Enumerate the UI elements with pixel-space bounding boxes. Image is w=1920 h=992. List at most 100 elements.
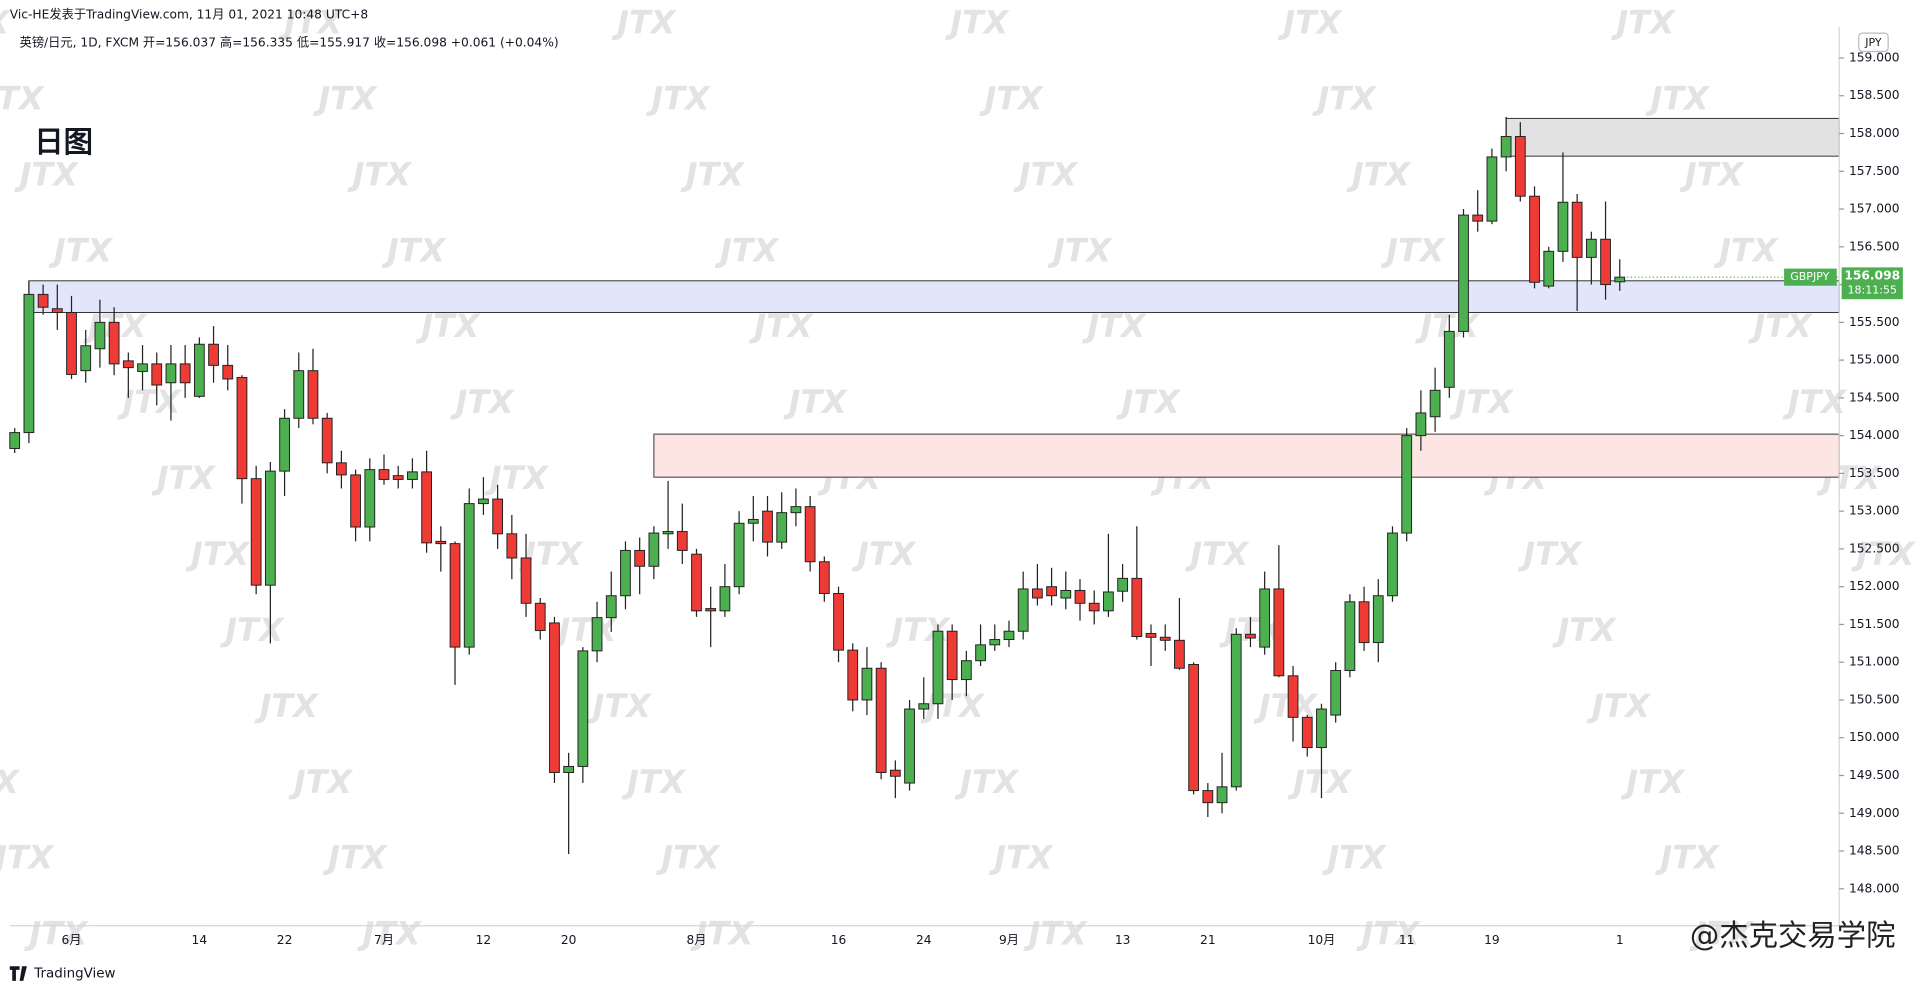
candle-body: [1060, 589, 1072, 599]
watermark: JTX: [347, 155, 413, 193]
candle-body: [847, 649, 859, 701]
candle-body: [378, 469, 390, 480]
candle-body: [137, 363, 148, 372]
x-tick-label: 9月: [999, 933, 1019, 947]
watermark: JTX: [23, 915, 89, 953]
candle-body: [818, 561, 830, 594]
watermark: JTX: [1782, 383, 1848, 421]
candle-body: [449, 543, 461, 648]
candle-body: [1032, 588, 1043, 599]
y-tick-label: 155.500: [1849, 315, 1900, 329]
candle-body: [1344, 601, 1356, 672]
watermark: JTX: [0, 763, 20, 801]
signature: @杰克交易学院: [1690, 918, 1896, 952]
candle-body: [250, 478, 262, 586]
candle-body: [407, 471, 418, 480]
candle-body: [1202, 790, 1214, 804]
candle-body: [776, 512, 788, 543]
zones: [28, 117, 1840, 478]
candle-body: [1557, 201, 1569, 252]
watermark: JTX: [288, 763, 354, 801]
watermark: JTX: [1184, 535, 1250, 573]
watermark: JTX: [254, 687, 320, 725]
watermark: JTX: [587, 687, 653, 725]
candle-body: [1074, 589, 1086, 604]
candle-body: [960, 660, 972, 681]
watermark: JTX: [1356, 915, 1422, 953]
candle-body: [165, 363, 177, 384]
x-tick-label: 1: [1616, 933, 1624, 947]
x-tick-label: 11: [1399, 933, 1415, 947]
candle-body: [747, 518, 759, 524]
candle-body: [620, 549, 631, 597]
x-tick-label: 13: [1115, 933, 1131, 947]
watermark: JTX: [1586, 687, 1652, 725]
watermark: JTX: [151, 459, 217, 497]
watermark: JTX: [690, 915, 756, 953]
y-tick-label: 159.000: [1849, 50, 1900, 64]
candle-body: [719, 586, 731, 612]
symbol-line: 英镑/日元, 1D, FXCM 开=156.037 高=156.335 低=15…: [20, 34, 559, 49]
candle-body: [1287, 675, 1299, 718]
candle-body: [1245, 633, 1256, 639]
countdown: 18:11:55: [1848, 284, 1897, 297]
y-tick-label: 149.000: [1849, 806, 1900, 820]
watermark: JTX: [48, 231, 114, 269]
candle-body: [264, 470, 276, 586]
watermark: JTX: [278, 4, 344, 42]
candle-body: [1131, 577, 1143, 638]
watermark: JTX: [611, 4, 677, 42]
watermark: JTX: [1081, 307, 1147, 345]
candle-body: [421, 471, 432, 544]
watermark: JTX: [14, 155, 80, 193]
watermark: JTX: [0, 839, 55, 877]
candle-body: [1145, 633, 1157, 638]
y-tick-label: 152.000: [1849, 579, 1900, 593]
candle-body: [634, 549, 646, 567]
candle-body: [861, 667, 873, 701]
price-tag-label: 156.098: [1844, 268, 1900, 282]
candle-body: [23, 293, 35, 434]
watermark: JTX: [1380, 231, 1446, 269]
watermark: JTX: [484, 459, 550, 497]
currency: JPY: [1864, 36, 1882, 49]
watermark: JTX: [944, 4, 1010, 42]
y-tick-label: 148.000: [1849, 881, 1900, 895]
candle-body: [122, 360, 134, 369]
watermark: JTX: [655, 839, 721, 877]
y-tick-label: 155.000: [1849, 353, 1900, 367]
watermark: JTX: [1654, 839, 1720, 877]
x-tick-label: 6月: [61, 933, 81, 947]
watermark: JTX: [312, 79, 378, 117]
x-tick-label: 20: [561, 933, 577, 947]
y-tick-label: 153.000: [1849, 504, 1900, 518]
candle-body: [804, 506, 816, 563]
candle-body: [435, 540, 447, 545]
candle-body: [889, 769, 901, 777]
watermark: JTX: [0, 79, 45, 117]
x-tick-label: 19: [1484, 933, 1500, 947]
plot: [9, 116, 1626, 855]
watermark: JTX: [1321, 839, 1387, 877]
candle-body: [179, 363, 191, 384]
chart-title: 日图: [34, 125, 93, 159]
y-tick-label: 157.500: [1849, 164, 1900, 178]
symbol-tag: [1784, 268, 1837, 286]
candle-body: [691, 553, 702, 612]
watermark: JTX: [1218, 611, 1284, 649]
header: Vic-HE发表于TradingView.com, 11月 01, 2021 1…: [10, 6, 368, 21]
watermark: JTX: [1620, 763, 1686, 801]
candle-body: [1372, 595, 1384, 644]
candle-body: [478, 498, 489, 505]
candle-body: [222, 364, 234, 380]
watermark: JTX: [1023, 915, 1089, 953]
candle-body: [1159, 636, 1171, 641]
candle-body: [1188, 663, 1200, 792]
candle-body: [1443, 330, 1455, 388]
candle-body: [975, 644, 986, 662]
candle-body: [1301, 716, 1313, 749]
watermark: JTX: [415, 307, 481, 345]
candle-body: [1103, 591, 1114, 612]
watermark: JTX: [1346, 155, 1412, 193]
